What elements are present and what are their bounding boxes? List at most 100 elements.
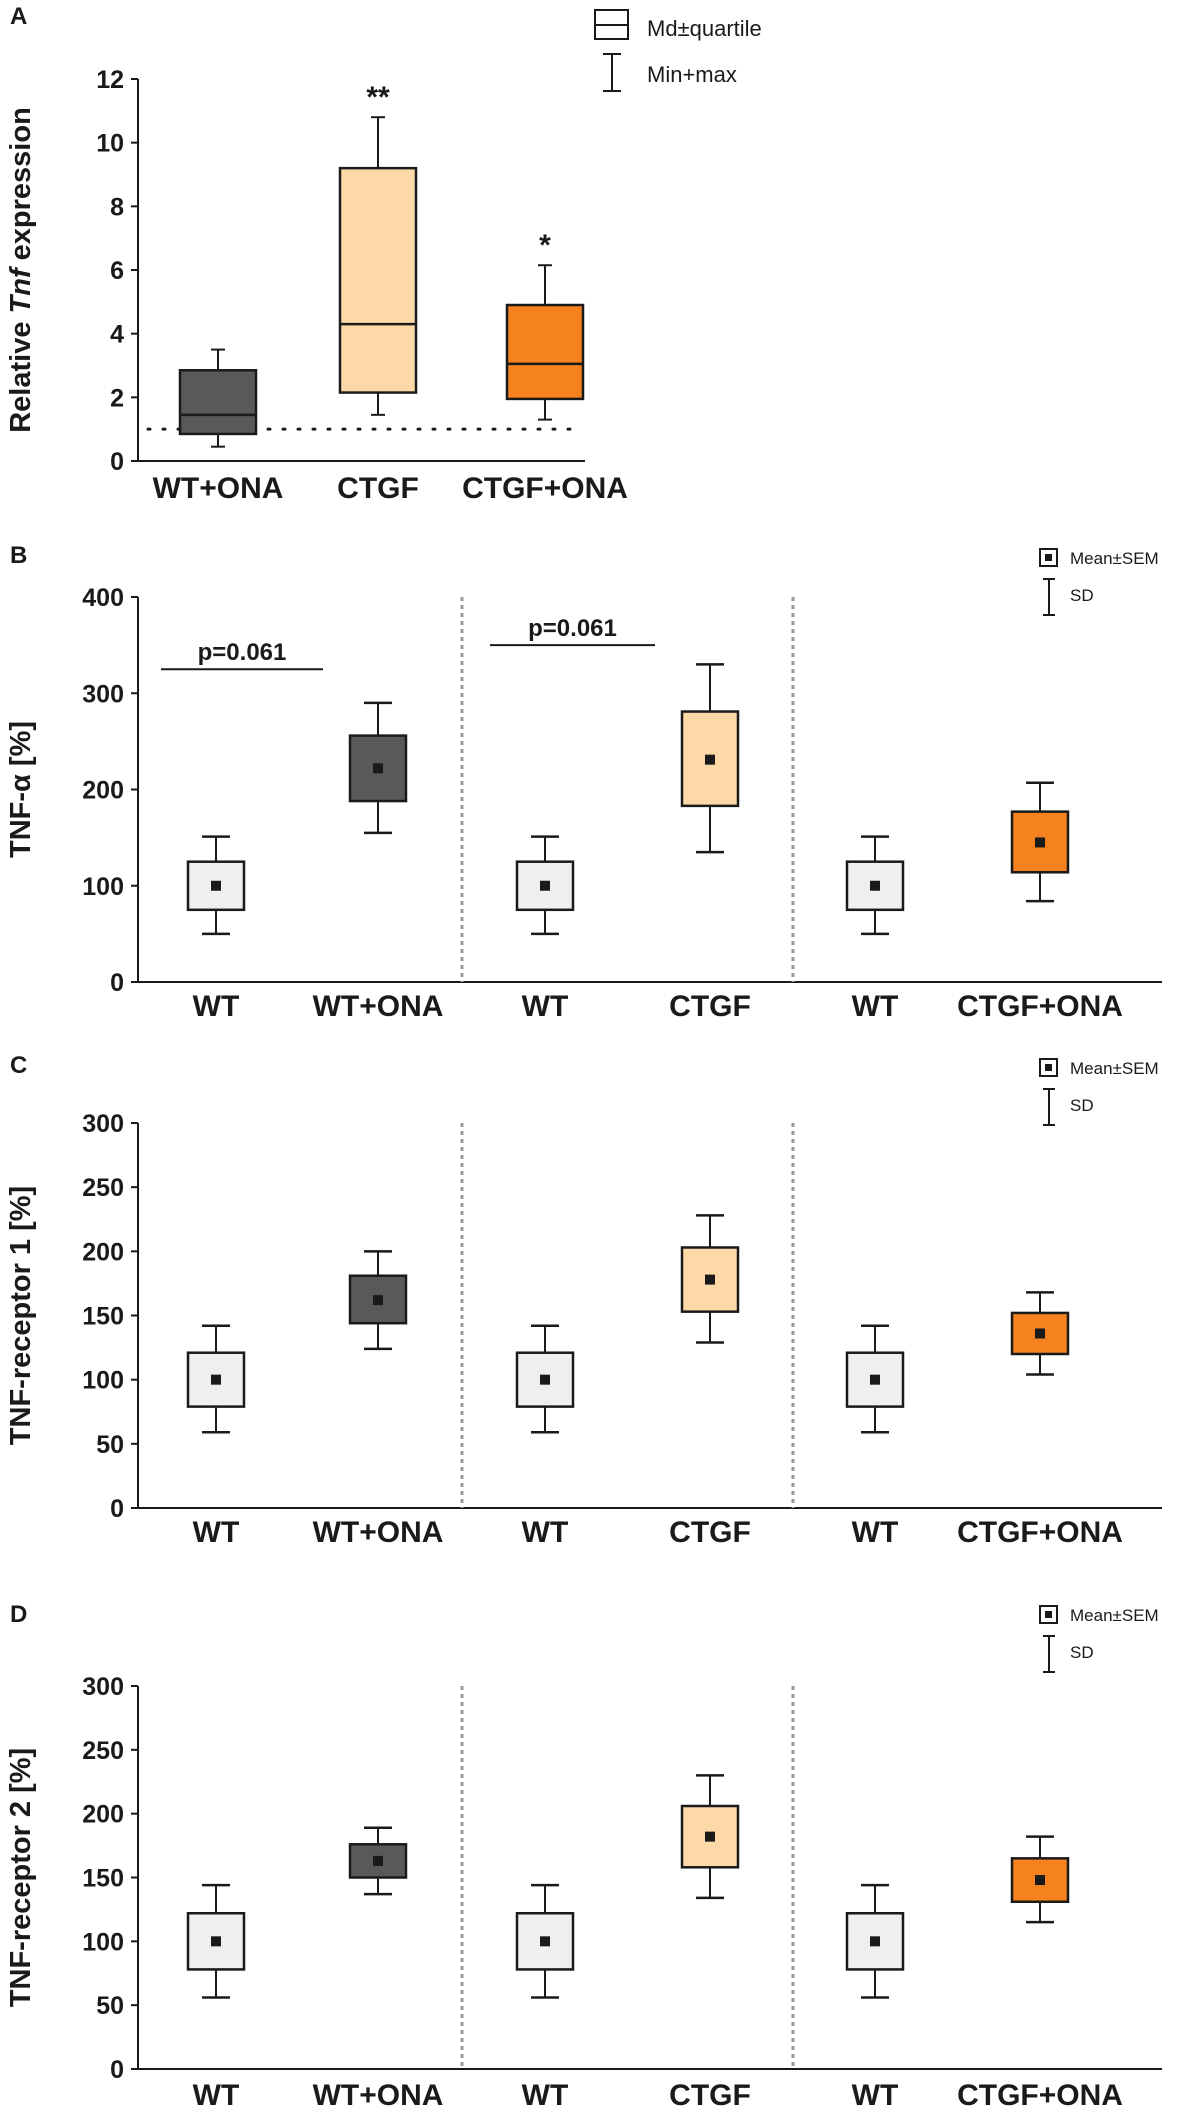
mean-marker — [211, 880, 221, 891]
p-value-label: p=0.061 — [528, 615, 617, 642]
mean-sem-sd-marker — [348, 1250, 408, 1351]
mean-sem-sd-marker — [845, 1883, 905, 1999]
y-tick-label: 150 — [82, 1865, 124, 1893]
y-tick-label: 4 — [110, 321, 124, 349]
category-label: WT+ONA — [313, 1516, 444, 1549]
y-tick-label: 300 — [82, 680, 124, 708]
mean-sem-sd-marker — [1010, 781, 1070, 903]
category-label: WT+ONA — [153, 472, 284, 505]
y-tick-label: 400 — [82, 584, 124, 612]
category-label: WT — [522, 990, 569, 1023]
mean-marker — [373, 763, 383, 774]
category-label: WT — [852, 1516, 899, 1549]
panel-letter: C — [10, 1052, 27, 1079]
sem-box — [1010, 1857, 1070, 1904]
panel-b: B 0 100 200 300 400 TNF-α [%] WT WT+ONA WT CTGF WT C… — [5, 542, 1162, 1023]
category-label: CTGF — [669, 2079, 751, 2112]
y-tick-label: 12 — [96, 66, 124, 94]
legend-label-sd: SD — [1070, 586, 1094, 605]
significance-marker: * — [539, 229, 551, 262]
y-tick-label: 200 — [82, 777, 124, 805]
mean-sem-sd-marker — [515, 835, 575, 936]
y-tick-label: 0 — [110, 1495, 124, 1523]
panel-letter: D — [10, 1601, 27, 1628]
mean-sem-sd-marker — [1010, 1291, 1070, 1376]
mean-marker — [1035, 1328, 1045, 1339]
mean-sem-sd-marker — [515, 1883, 575, 1999]
panel-a: A 0 2 4 6 8 10 12 Relative Tnf expression WT+ONA *… — [5, 3, 762, 505]
box-quartile — [505, 303, 585, 401]
legend-mean-dot — [1045, 554, 1052, 561]
category-label: CTGF — [669, 1516, 751, 1549]
mean-sem-sd-marker — [186, 1324, 246, 1434]
category-label: CTGF — [337, 472, 419, 505]
category-label: WT — [522, 2079, 569, 2112]
mean-marker — [705, 754, 715, 765]
y-tick-label: 300 — [82, 1110, 124, 1138]
legend-label-sd: SD — [1070, 1643, 1094, 1662]
y-tick-label: 250 — [82, 1174, 124, 1202]
y-tick-label: 300 — [82, 1673, 124, 1701]
mean-sem-sd-marker — [515, 1324, 575, 1434]
legend-label-whisker: Min+max — [647, 62, 737, 87]
y-tick-label: 250 — [82, 1737, 124, 1765]
legend-label-mean: Mean±SEM — [1070, 1606, 1159, 1625]
p-value-label: p=0.061 — [198, 639, 287, 666]
y-axis-label: TNF-α [%] — [5, 721, 37, 858]
category-label: CTGF+ONA — [957, 990, 1123, 1023]
y-axis-label: TNF-receptor 1 [%] — [5, 1186, 37, 1445]
category-label: CTGF+ONA — [957, 2079, 1123, 2112]
mean-marker — [373, 1295, 383, 1306]
panel-c: C 0 50 100 150 200 250 300 TNF-receptor 1 [%] WT W… — [5, 1052, 1162, 1549]
category-label: CTGF+ONA — [957, 1516, 1123, 1549]
sem-box — [186, 1911, 246, 1971]
mean-sem-sd-marker — [348, 701, 408, 835]
y-tick-label: 0 — [110, 448, 124, 476]
y-axis-label-part: Relative — [5, 313, 37, 432]
mean-sem-sd-marker — [680, 1214, 740, 1344]
legend-label-box: Md±quartile — [647, 16, 762, 41]
category-label: WT — [193, 990, 240, 1023]
mean-sem-sd-marker — [845, 1324, 905, 1434]
panel-letter: B — [10, 542, 27, 569]
y-tick-label: 0 — [110, 2056, 124, 2084]
y-tick-label: 0 — [110, 969, 124, 997]
box-plot — [505, 264, 585, 421]
significance-marker: ** — [366, 81, 390, 114]
mean-marker — [705, 1274, 715, 1285]
y-axis-label-part: expression — [5, 107, 37, 268]
legend-mean-dot — [1045, 1064, 1052, 1071]
box-quartile — [178, 369, 258, 436]
category-label: WT — [852, 990, 899, 1023]
legend-mean-dot — [1045, 1611, 1052, 1618]
mean-marker — [1035, 1875, 1045, 1886]
mean-marker — [211, 1936, 221, 1947]
mean-sem-sd-marker — [845, 835, 905, 936]
category-label: WT — [193, 1516, 240, 1549]
category-label: WT — [522, 1516, 569, 1549]
legend-label-mean: Mean±SEM — [1070, 1059, 1159, 1078]
category-label: CTGF — [669, 990, 751, 1023]
y-tick-label: 50 — [96, 1431, 124, 1459]
y-tick-label: 2 — [110, 384, 124, 412]
legend-label-mean: Mean±SEM — [1070, 549, 1159, 568]
category-label: CTGF+ONA — [462, 472, 628, 505]
y-tick-label: 100 — [82, 1367, 124, 1395]
y-axis-label-gene: Tnf — [5, 265, 37, 313]
mean-sem-sd-marker — [186, 835, 246, 936]
sem-box — [1010, 1311, 1070, 1356]
y-tick-label: 100 — [82, 1928, 124, 1956]
y-tick-label: 200 — [82, 1238, 124, 1266]
mean-marker — [373, 1855, 383, 1866]
mean-marker — [540, 1936, 550, 1947]
y-tick-label: 6 — [110, 257, 124, 285]
y-tick-label: 150 — [82, 1303, 124, 1331]
mean-sem-sd-marker — [348, 1826, 408, 1896]
mean-sem-sd-marker — [186, 1883, 246, 1999]
category-label: WT+ONA — [313, 990, 444, 1023]
mean-marker — [540, 880, 550, 891]
y-tick-label: 200 — [82, 1801, 124, 1829]
box-plot — [178, 348, 258, 448]
legend-label-sd: SD — [1070, 1096, 1094, 1115]
